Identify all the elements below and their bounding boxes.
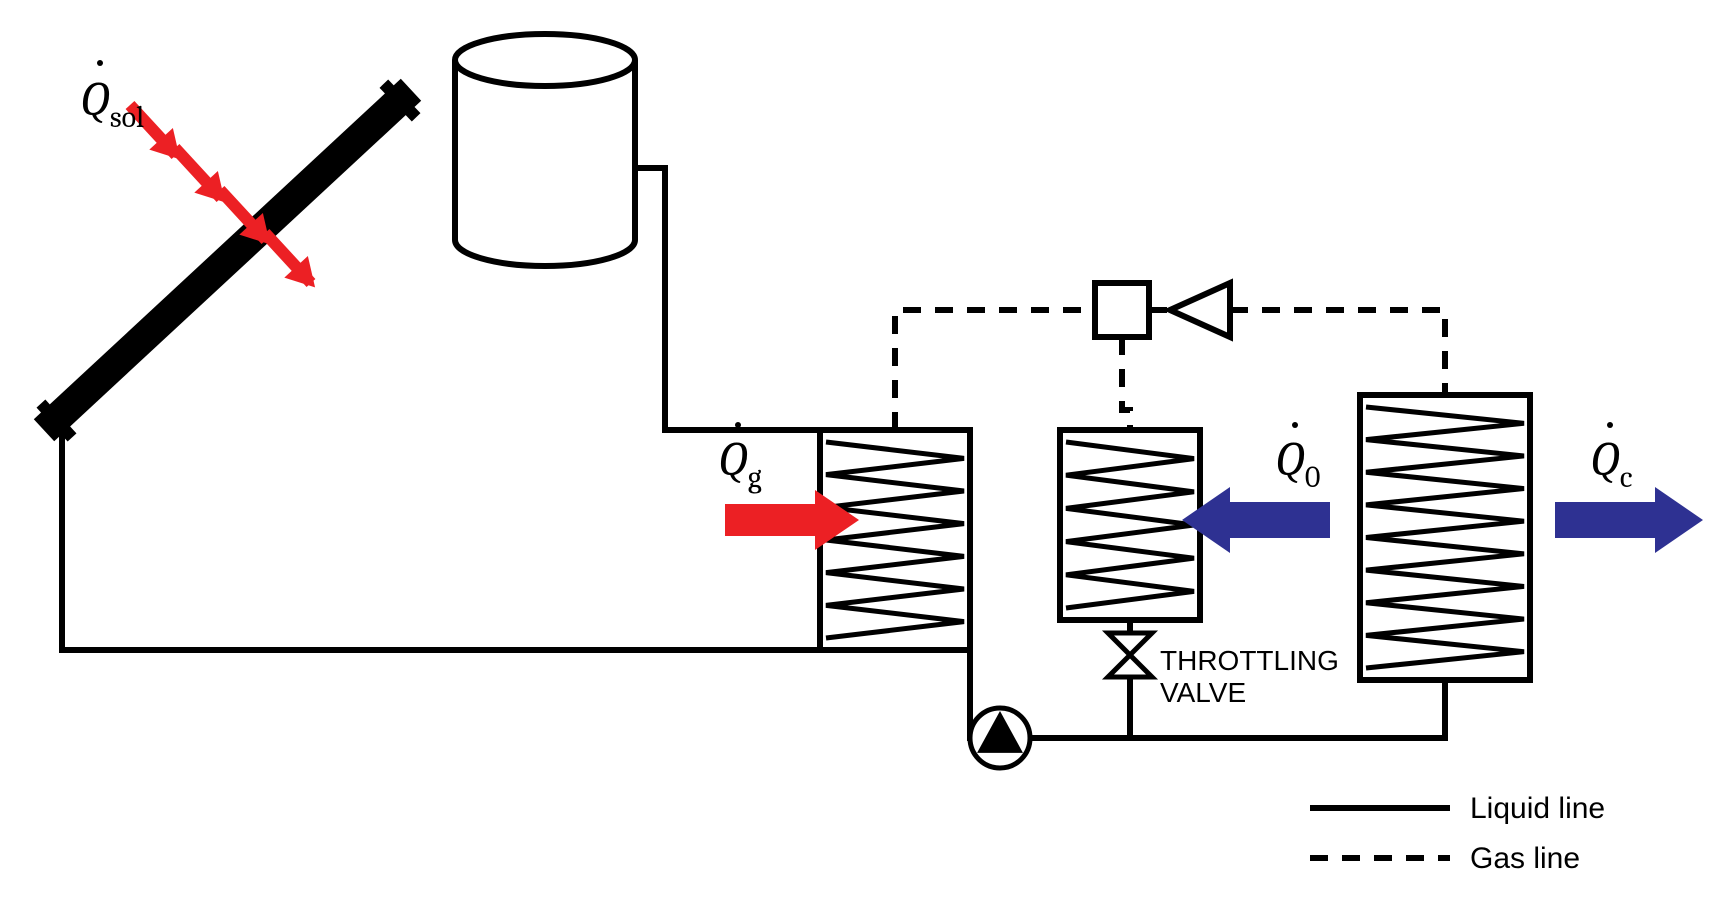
- evaporator-hx: [1060, 430, 1200, 620]
- generator-hx: [820, 430, 970, 650]
- q-c-label: Qc: [1590, 422, 1633, 495]
- diagram-canvas: Qsol Qg Q0 Qc THROTTLING VALVE Liquid li…: [0, 0, 1715, 906]
- solar-panel: [45, 88, 412, 433]
- q-0-label: Q0: [1275, 422, 1320, 495]
- legend-gas-label: Gas line: [1470, 842, 1580, 875]
- svg-text:Qsol: Qsol: [80, 72, 144, 135]
- throttling-valve-label: THROTTLING VALVE: [1160, 645, 1347, 708]
- condenser-hx: [1360, 395, 1530, 680]
- q_c-arrow: [1555, 487, 1703, 553]
- pump-icon: [970, 708, 1030, 768]
- compressor-icon: [1170, 283, 1230, 337]
- legend: Liquid line Gas line: [1310, 792, 1605, 875]
- q_0-arrow: [1182, 487, 1330, 553]
- svg-text:Qg: Qg: [718, 432, 762, 495]
- legend-liquid-label: Liquid line: [1470, 792, 1605, 825]
- svg-text:Qc: Qc: [1590, 432, 1633, 495]
- throttling-valve-icon: [1108, 633, 1152, 677]
- selector-box: [1095, 283, 1149, 337]
- q-sol-label: Qsol: [80, 60, 144, 135]
- svg-text:Q0: Q0: [1275, 432, 1320, 495]
- storage-tank: [455, 34, 635, 266]
